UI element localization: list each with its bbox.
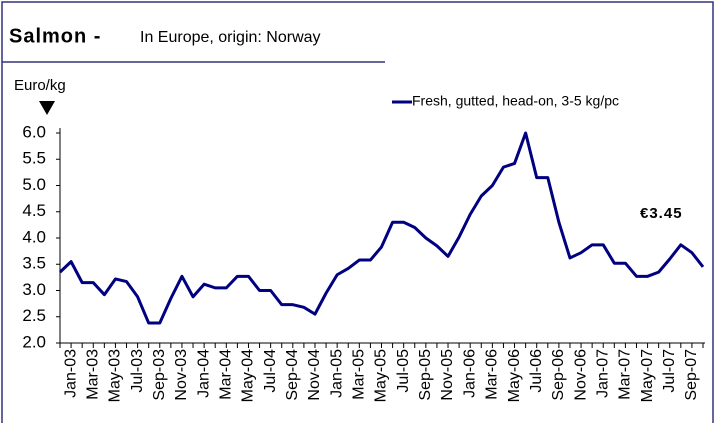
x-tick-label: Nov-05 bbox=[439, 349, 456, 401]
x-tick-label: Jul-07 bbox=[661, 349, 678, 393]
y-tick-label: 2.0 bbox=[22, 332, 46, 351]
x-tick-label: Jan-07 bbox=[594, 349, 611, 398]
x-tick-label: Jan-03 bbox=[62, 349, 79, 398]
x-tick-label: May-03 bbox=[107, 349, 124, 402]
y-axis-label: Euro/kg bbox=[14, 77, 66, 94]
y-tick-label: 5.5 bbox=[22, 149, 46, 168]
x-tick-label: Nov-03 bbox=[173, 349, 190, 401]
x-tick-label: May-07 bbox=[639, 349, 656, 402]
x-tick-label: Jan-06 bbox=[461, 349, 478, 398]
x-tick-label: May-04 bbox=[240, 349, 257, 402]
x-tick-label: Jan-05 bbox=[328, 349, 345, 398]
series-line bbox=[58, 131, 705, 325]
chart-title: Salmon - bbox=[9, 25, 101, 47]
y-tick-label: 3.5 bbox=[22, 254, 46, 273]
x-tick-label: Nov-06 bbox=[572, 349, 589, 401]
y-tick-label: 4.5 bbox=[22, 201, 46, 220]
x-tick-label: Sep-07 bbox=[683, 349, 700, 401]
y-tick-label: 5.0 bbox=[22, 175, 46, 194]
y-axis-marker bbox=[39, 101, 55, 115]
x-tick-label: Sep-04 bbox=[284, 349, 301, 401]
x-tick-label: Mar-05 bbox=[351, 349, 368, 400]
x-tick-label: Jan-04 bbox=[195, 349, 212, 398]
y-tick-label: 3.0 bbox=[22, 280, 46, 299]
x-tick-label: Sep-06 bbox=[550, 349, 567, 401]
legend-label: Fresh, gutted, head-on, 3-5 kg/pc bbox=[412, 93, 619, 109]
x-tick-label: Jul-04 bbox=[262, 349, 279, 393]
x-tick-label: May-05 bbox=[373, 349, 390, 402]
x-tick-label: Mar-03 bbox=[84, 349, 101, 400]
x-tick-label: Mar-04 bbox=[218, 349, 235, 400]
x-tick-label: Jul-06 bbox=[528, 349, 545, 393]
y-tick-label: 2.5 bbox=[22, 306, 46, 325]
annotation: €3.45 bbox=[640, 205, 683, 222]
x-tick-label: Sep-05 bbox=[417, 349, 434, 401]
chart-subtitle: In Europe, origin: Norway bbox=[140, 29, 321, 46]
x-tick-label: Jul-03 bbox=[129, 349, 146, 393]
y-tick-label: 6.0 bbox=[22, 122, 46, 141]
x-tick-label: Nov-04 bbox=[306, 349, 323, 401]
x-tick-label: Mar-06 bbox=[484, 349, 501, 400]
x-tick-label: Jul-05 bbox=[395, 349, 412, 393]
x-tick-label: Sep-03 bbox=[151, 349, 168, 401]
x-tick-label: May-06 bbox=[506, 349, 523, 402]
y-tick-label: 4.0 bbox=[22, 227, 46, 246]
x-tick-label: Mar-07 bbox=[617, 349, 634, 400]
